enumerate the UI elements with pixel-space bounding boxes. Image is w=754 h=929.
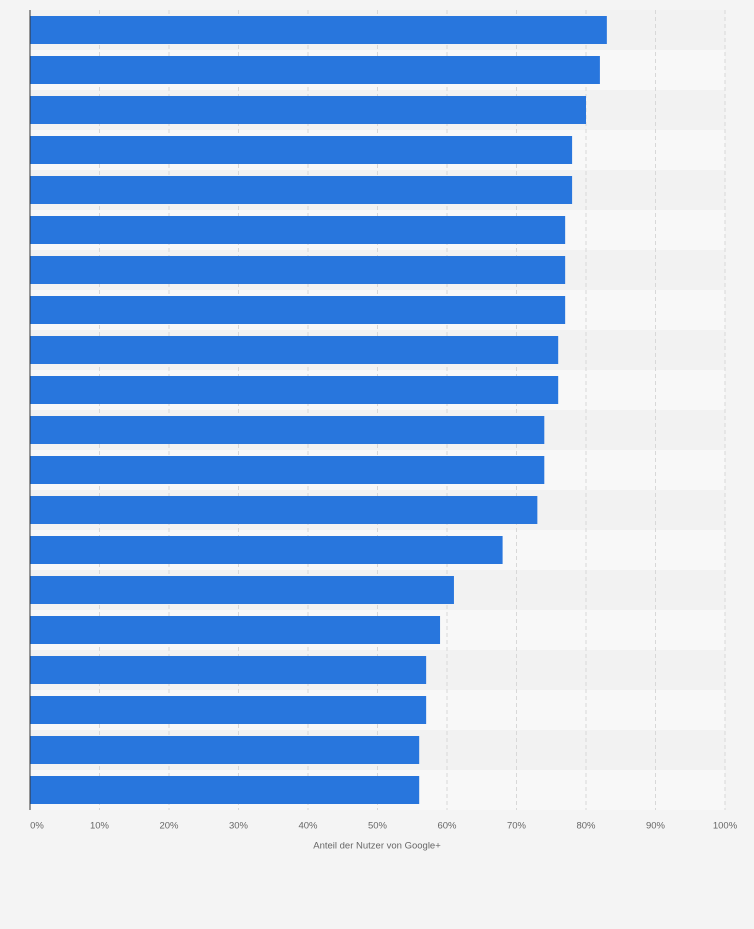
bar: [30, 16, 607, 44]
bar: [30, 136, 573, 164]
x-tick-label: 60%: [437, 821, 457, 832]
bar: [30, 496, 538, 524]
x-tick-label: 40%: [298, 821, 318, 832]
x-axis-label: Anteil der Nutzer von Google+: [313, 841, 441, 852]
bar: [30, 216, 566, 244]
bar: [30, 416, 545, 444]
bar: [30, 96, 586, 124]
bar: [30, 736, 420, 764]
x-tick-label: 0%: [30, 821, 44, 832]
bar: [30, 656, 427, 684]
bar: [30, 536, 503, 564]
x-tick-label: 70%: [507, 821, 527, 832]
bar: [30, 256, 566, 284]
bar: [30, 616, 441, 644]
x-tick-label: 100%: [713, 821, 738, 832]
bar: [30, 176, 573, 204]
bar: [30, 336, 559, 364]
bar: [30, 376, 559, 404]
x-tick-label: 90%: [646, 821, 666, 832]
bar: [30, 56, 600, 84]
bar: [30, 296, 566, 324]
bar: [30, 776, 420, 804]
bar: [30, 456, 545, 484]
bar: [30, 576, 454, 604]
x-tick-label: 20%: [159, 821, 179, 832]
x-tick-label: 80%: [576, 821, 596, 832]
bar: [30, 696, 427, 724]
x-tick-label: 10%: [90, 821, 110, 832]
x-tick-label: 50%: [368, 821, 388, 832]
x-tick-label: 30%: [229, 821, 249, 832]
